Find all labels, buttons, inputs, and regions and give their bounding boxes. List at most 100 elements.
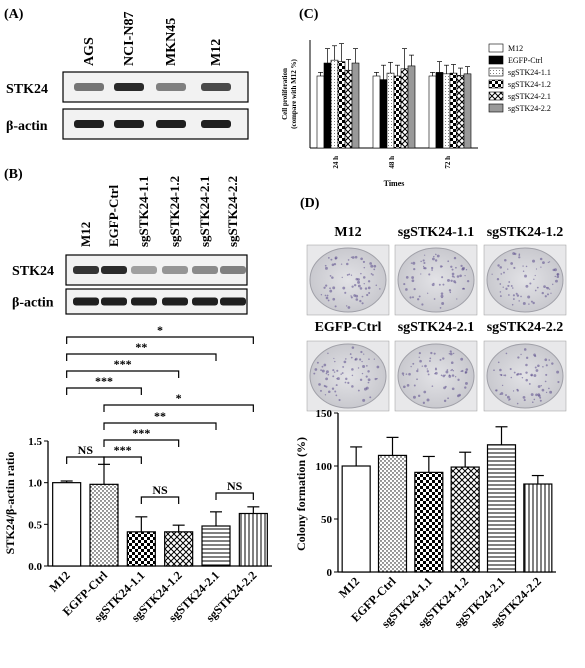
colony-dot (502, 286, 504, 288)
colony-dot (538, 394, 541, 398)
colony-dot (325, 372, 328, 375)
blot-band (162, 297, 188, 306)
colony-dot (451, 272, 455, 276)
colony-dot (517, 356, 520, 359)
colony-dot (426, 398, 430, 402)
colony-dot (533, 374, 537, 377)
colony-dot (536, 286, 539, 289)
bar (386, 72, 395, 149)
blot-band (131, 266, 157, 274)
colony-dot (333, 357, 335, 360)
significance-bracket (66, 353, 217, 361)
bar (337, 61, 346, 149)
colony-dot (350, 256, 353, 258)
plate-label: sgSTK24-2.2 (487, 320, 564, 335)
colony-dot (423, 254, 426, 256)
colony-dot (434, 371, 438, 375)
legend-swatch (488, 103, 504, 113)
bar (89, 483, 119, 567)
bar (377, 454, 408, 573)
significance-bracket (140, 496, 180, 504)
colony-dot (466, 279, 470, 283)
colony-dot (406, 384, 410, 387)
colony-dot (443, 386, 446, 390)
colony-dot (361, 302, 364, 305)
colony-dot (505, 287, 508, 290)
significance-bracket (215, 492, 254, 500)
colony-dot (329, 275, 332, 277)
colony-dot (516, 294, 520, 297)
colony-dot (546, 293, 550, 296)
colony-dot (403, 385, 406, 389)
colony-dot (540, 384, 542, 387)
colony-dot (351, 374, 354, 377)
colony-dot (503, 271, 505, 274)
colony-dot (495, 389, 497, 392)
colony-dot (362, 260, 366, 264)
lane-label: EGFP-Ctrl (106, 185, 121, 247)
colony-dot (497, 361, 500, 364)
colony-dot (542, 365, 544, 368)
colony-dot (434, 259, 438, 262)
colony-dot (525, 356, 529, 360)
colony-dot (412, 296, 414, 299)
plate-dish (486, 247, 564, 313)
colony-dot (545, 373, 548, 376)
colony-dot (450, 361, 454, 364)
plate-dish (397, 343, 475, 409)
legend-label: sgSTK24-2.1 (508, 92, 551, 101)
colony-dot (460, 357, 464, 361)
colony-dot (426, 368, 428, 370)
colony-dot (504, 258, 507, 262)
bar (379, 79, 388, 149)
colony-dot (499, 393, 502, 395)
plate-dish (486, 343, 564, 409)
panel-label-a: (A) (4, 7, 24, 22)
colony-dot (537, 385, 541, 388)
significance-bracket (103, 404, 254, 412)
colony-dot (338, 398, 341, 402)
colony-dot (417, 368, 419, 370)
colony-dot (401, 372, 405, 375)
colony-dot (323, 363, 327, 367)
colony-dot (348, 273, 351, 276)
colony-dot (500, 373, 503, 376)
colony-dot (417, 394, 421, 398)
significance-label: ** (154, 409, 166, 423)
x-tick-label: 72 h (444, 156, 452, 169)
colony-dot (325, 284, 328, 287)
colony-dot (325, 370, 329, 374)
colony-dot (464, 381, 468, 385)
colony-dot (449, 291, 452, 294)
colony-dot (345, 305, 348, 307)
lane-label: sgSTK24-2.2 (225, 176, 240, 247)
colony-dot (507, 268, 509, 270)
bar (126, 531, 156, 567)
colony-dot (505, 352, 508, 355)
colony-dot (405, 373, 408, 375)
colony-dot (418, 295, 421, 298)
colony-dot (351, 256, 355, 259)
y-tick-label: 1.5 (28, 436, 42, 448)
colony-dot (505, 394, 507, 397)
bar (351, 62, 360, 149)
colony-dot (534, 289, 537, 292)
bar (341, 465, 371, 573)
colony-dot (361, 295, 364, 298)
colony-dot (323, 384, 326, 388)
colony-dot (423, 261, 426, 265)
colony-dot (515, 292, 518, 295)
colony-dot (457, 378, 460, 381)
colony-dot (557, 380, 560, 384)
y-axis-label-line1: Cell proliferation (281, 68, 289, 120)
bar (393, 75, 402, 149)
colony-dot (448, 289, 452, 292)
colony-dot (450, 265, 453, 268)
colony-dot (461, 369, 464, 373)
colony-dot (363, 353, 365, 355)
colony-dot (345, 262, 349, 266)
bar (456, 74, 465, 149)
colony-dot (528, 382, 531, 385)
colony-dot (493, 369, 495, 372)
colony-dot (499, 295, 502, 297)
